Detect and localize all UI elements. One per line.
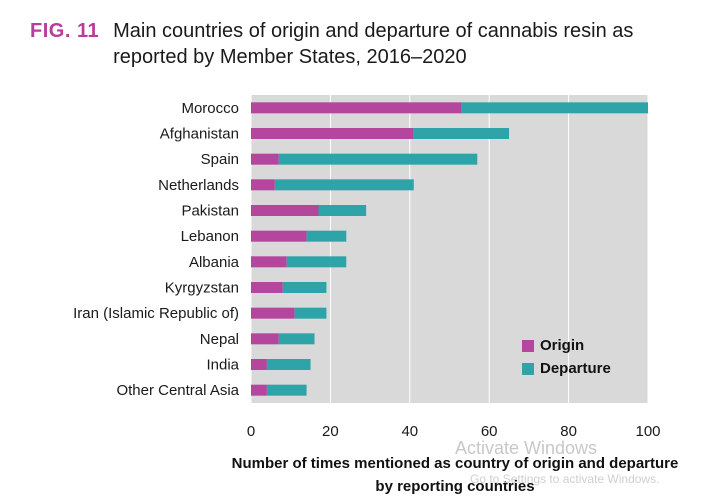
bar-origin	[251, 230, 307, 242]
bar-departure	[286, 256, 347, 268]
legend-item-origin: Origin	[522, 334, 611, 357]
plot-background	[251, 95, 648, 403]
x-tick-label: 100	[635, 423, 660, 440]
category-label: Spain	[201, 151, 239, 168]
legend-swatch-origin	[522, 339, 534, 352]
category-label: India	[206, 357, 239, 374]
bar-departure	[318, 205, 367, 216]
bar-origin	[251, 128, 414, 139]
figure-title: Main countries of origin and departure o…	[113, 20, 634, 68]
bar-departure	[266, 359, 311, 370]
category-label: Albania	[189, 254, 240, 271]
bar-origin	[251, 359, 267, 370]
bar-origin	[251, 307, 295, 319]
legend-item-departure: Departure	[522, 357, 611, 380]
category-label: Other Central Asia	[116, 382, 239, 399]
legend-label-origin: Origin	[540, 337, 585, 354]
bar-departure	[274, 179, 414, 191]
bar-departure	[282, 282, 327, 293]
category-label: Pakistan	[181, 203, 239, 220]
category-label: Iran (Islamic Republic of)	[73, 305, 239, 322]
bar-departure	[461, 102, 648, 114]
activate-windows-watermark: Activate Windows	[455, 438, 598, 458]
category-label: Morocco	[181, 100, 239, 117]
x-tick-label: 0	[247, 423, 255, 440]
legend-swatch-departure	[522, 362, 534, 375]
bar-origin	[251, 179, 275, 191]
bar-origin	[251, 282, 283, 293]
category-label: Afghanistan	[160, 126, 239, 143]
bar-departure	[294, 307, 327, 319]
x-axis-title: Number of times mentioned as country of …	[231, 455, 679, 495]
figure-number: FIG. 11	[30, 20, 100, 42]
bar-departure	[266, 384, 307, 396]
bar-origin	[251, 256, 287, 268]
activate-windows-subtext: Go to Settings to activate Windows.	[470, 472, 660, 486]
figure-header: FIG. 11 Main countries of origin and dep…	[30, 18, 690, 70]
bar-departure	[413, 128, 510, 139]
bar-origin	[251, 205, 319, 216]
legend-label-departure: Departure	[540, 360, 611, 377]
bar-origin	[251, 384, 267, 396]
bar-departure	[278, 333, 315, 345]
category-label: Netherlands	[158, 177, 239, 194]
bar-origin	[251, 153, 279, 165]
chart-legend: Origin Departure	[522, 334, 611, 380]
bar-origin	[251, 333, 279, 345]
x-tick-label: 80	[560, 423, 577, 440]
x-tick-label: 60	[481, 423, 498, 440]
bar-departure	[278, 153, 478, 165]
x-tick-label: 40	[401, 423, 418, 440]
category-label: Kyrgyzstan	[165, 280, 239, 297]
category-label: Lebanon	[181, 228, 239, 245]
bar-origin	[251, 102, 462, 114]
bar-departure	[306, 230, 347, 242]
x-tick-label: 20	[322, 423, 339, 440]
category-label: Nepal	[200, 331, 239, 348]
